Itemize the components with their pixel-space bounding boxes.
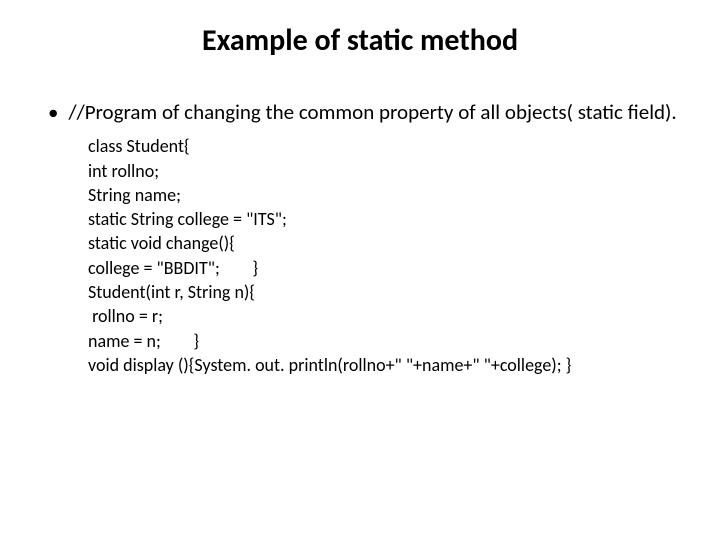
- bullet-marker: •: [48, 99, 58, 126]
- bullet-item: • //Program of changing the common prope…: [48, 99, 680, 126]
- slide-container: Example of static method • //Program of …: [0, 0, 720, 540]
- code-block: class Student{ int rollno; String name; …: [88, 134, 680, 377]
- bullet-text: //Program of changing the common propert…: [68, 99, 676, 126]
- code-line: static String college = "ITS";: [88, 207, 680, 231]
- code-line: rollno = r;: [88, 304, 680, 328]
- code-line: int rollno;: [88, 159, 680, 183]
- code-line: String name;: [88, 183, 680, 207]
- code-line: static void change(){: [88, 231, 680, 255]
- code-line: void display (){System. out. println(rol…: [88, 353, 680, 377]
- code-line: Student(int r, String n){: [88, 280, 680, 304]
- code-line: college = "BBDIT"; }: [88, 256, 680, 280]
- code-line: name = n; }: [88, 329, 680, 353]
- code-line: class Student{: [88, 134, 680, 158]
- slide-title: Example of static method: [40, 22, 680, 59]
